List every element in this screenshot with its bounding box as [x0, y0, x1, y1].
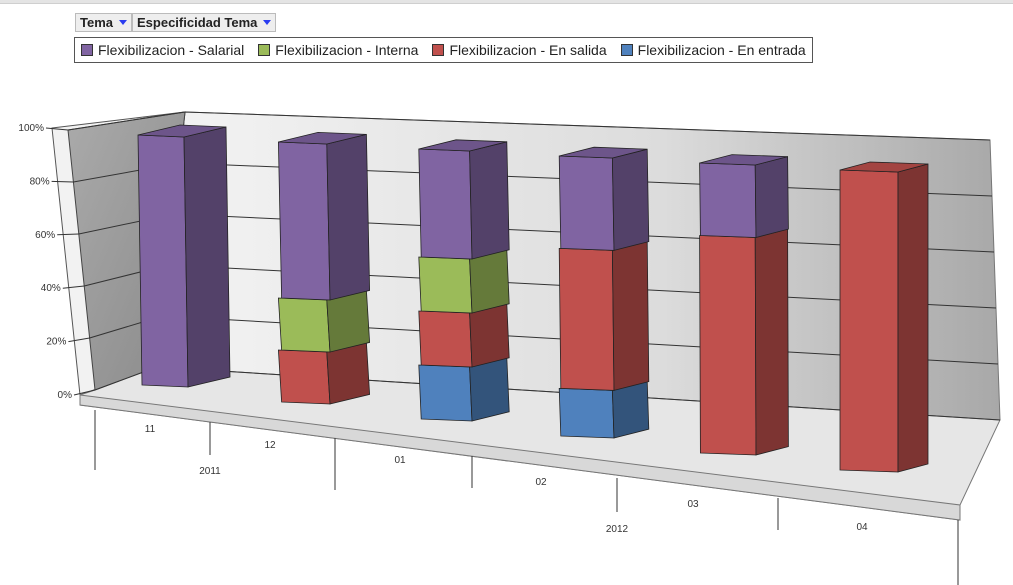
legend-swatch	[620, 44, 633, 56]
x-tick-label: 11	[145, 424, 156, 435]
bar-segment-side	[326, 133, 371, 301]
bar-segment-front	[277, 349, 331, 405]
bar-03	[699, 154, 789, 456]
bar-top	[137, 124, 227, 138]
x-tick-label: 12	[264, 440, 276, 451]
y-tick	[45, 127, 69, 131]
legend-item: Flexibilizacion - Interna	[258, 42, 418, 58]
bar-segment-side	[469, 357, 510, 422]
bar-top	[418, 139, 507, 152]
y-tick	[73, 389, 96, 396]
bar-01	[418, 139, 510, 422]
bar-top	[559, 146, 648, 159]
legend-item: Flexibilizacion - En salida	[432, 42, 607, 58]
x-group-label: 2012	[606, 524, 629, 535]
x-tick-label: 01	[394, 455, 406, 466]
legend-item: Flexibilizacion - Salarial	[81, 42, 244, 58]
filter-tema[interactable]: Tema	[75, 13, 132, 32]
bar-top	[839, 161, 929, 173]
bar-segment-side	[897, 163, 929, 473]
legend-label: Flexibilizacion - Interna	[275, 42, 419, 58]
y-tick-label: 20%	[46, 337, 66, 348]
y-tick	[51, 180, 74, 183]
legend-swatch	[432, 44, 445, 56]
bar-top	[699, 154, 788, 166]
x-group-label: 2011	[199, 466, 221, 477]
gridline	[67, 111, 991, 141]
bar-segment-front	[558, 387, 615, 439]
legend-swatch	[81, 44, 93, 56]
bar-segment-front	[277, 297, 331, 353]
y-tick-label: 60%	[35, 230, 55, 241]
window-top-border	[0, 0, 1013, 4]
bar-segment-front	[418, 148, 473, 260]
dropdown-triangle-icon	[263, 20, 272, 25]
x-tick-label: 04	[856, 522, 868, 533]
legend-swatch	[258, 44, 271, 56]
legend-label: Flexibilizacion - En salida	[449, 42, 607, 58]
pivot-field-buttons: Tema Especificidad Tema	[75, 13, 277, 32]
bar-segment-side	[326, 289, 371, 353]
bar-segment-side	[611, 241, 650, 391]
bar-segment-front	[558, 247, 615, 391]
chart-legend: Flexibilizacion - Salarial Flexibilizacio…	[74, 37, 813, 63]
y-tick-label: 100%	[18, 123, 44, 134]
bar-segment-front	[699, 162, 757, 238]
x-tick-label: 03	[687, 499, 699, 510]
bar-segment-side	[754, 156, 789, 239]
y-tick-label: 80%	[30, 176, 50, 187]
legend-label: Flexibilizacion - Salarial	[98, 42, 245, 58]
y-tick	[57, 233, 79, 236]
bar-segment-front	[558, 155, 615, 251]
legend-label: Flexibilizacion - En entrada	[637, 42, 806, 58]
floor-front-edge	[79, 394, 961, 521]
bar-12	[277, 131, 371, 405]
filter-label: Tema	[80, 15, 113, 30]
bar-segment-front	[699, 235, 757, 456]
y-tick	[62, 285, 85, 289]
bar-11	[137, 124, 231, 388]
bar-02	[558, 146, 650, 439]
legend-item: Flexibilizacion - En entrada	[620, 42, 806, 58]
bar-segment-front	[277, 141, 331, 301]
bar-segment-side	[469, 141, 510, 260]
bar-top	[278, 131, 367, 145]
bar-segment-side	[754, 228, 789, 456]
dropdown-triangle-icon	[119, 20, 127, 25]
y-tick-label: 0%	[58, 390, 73, 401]
bar-segment-side	[183, 126, 231, 388]
bar-segment-side	[469, 303, 510, 368]
bar-segment-side	[469, 249, 510, 314]
bar-segment-side	[611, 148, 650, 251]
bar-segment-front	[418, 256, 473, 314]
bar-segment-front	[137, 134, 189, 388]
x-tick-label: 02	[535, 477, 547, 488]
bar-04	[839, 161, 929, 473]
filter-label: Especificidad Tema	[137, 15, 258, 30]
bar-segment-side	[326, 341, 371, 405]
y-tick-label: 40%	[41, 283, 61, 294]
bar-segment-side	[611, 381, 650, 439]
y-tick	[68, 337, 90, 343]
filter-especificidad-tema[interactable]: Especificidad Tema	[132, 13, 277, 32]
bar-segment-front	[839, 169, 899, 473]
bar-segment-front	[418, 310, 473, 368]
bar-segment-front	[418, 364, 473, 422]
